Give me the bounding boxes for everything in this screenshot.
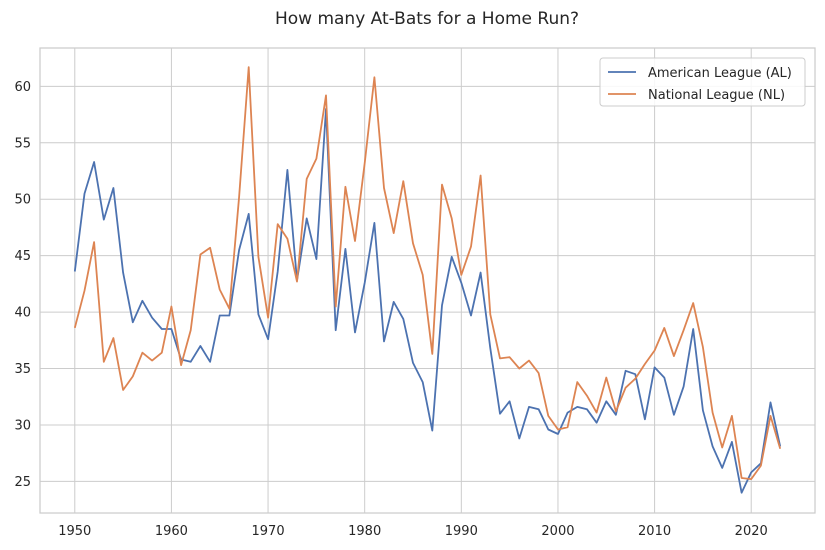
y-axis: 25 30 35 40 45 50 55 60 [14, 80, 31, 490]
legend-label-al: American League (AL) [648, 66, 792, 81]
grid [40, 48, 815, 513]
x-tick-label: 1980 [348, 524, 381, 539]
x-axis: 1950 1960 1970 1980 1990 2000 2010 2020 [58, 524, 768, 539]
y-tick-label: 30 [14, 418, 31, 433]
x-tick-label: 2010 [638, 524, 671, 539]
chart-title: How many At-Bats for a Home Run? [275, 9, 579, 29]
y-tick-label: 35 [14, 362, 31, 377]
x-tick-label: 1950 [58, 524, 91, 539]
x-tick-label: 1970 [252, 524, 285, 539]
legend-label-nl: National League (NL) [648, 88, 785, 103]
x-tick-label: 1960 [155, 524, 188, 539]
y-tick-label: 40 [14, 306, 31, 321]
y-tick-label: 25 [14, 475, 31, 490]
y-tick-label: 55 [14, 136, 31, 151]
x-tick-label: 2000 [541, 524, 574, 539]
x-tick-label: 2020 [735, 524, 768, 539]
series-lines [73, 66, 782, 494]
y-tick-label: 45 [14, 249, 31, 264]
series-line-nl [73, 66, 782, 481]
series-line-al [73, 108, 782, 494]
legend: American League (AL) National League (NL… [599, 57, 806, 107]
x-tick-label: 1990 [445, 524, 478, 539]
legend-box [599, 57, 806, 107]
y-tick-label: 60 [14, 80, 31, 95]
y-tick-label: 50 [14, 193, 31, 208]
plot-frame [39, 47, 816, 514]
